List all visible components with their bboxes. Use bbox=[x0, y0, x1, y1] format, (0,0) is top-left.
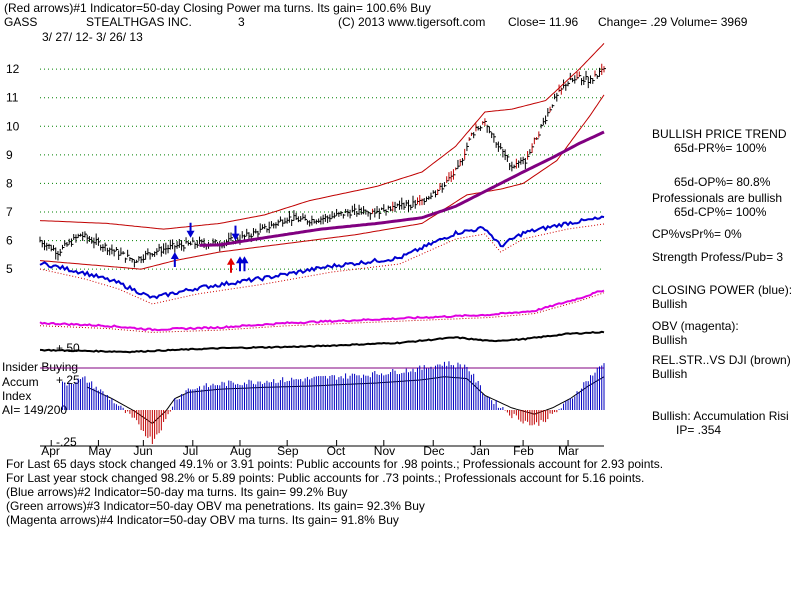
strength-ratio: Strength Profess/Pub= 3 bbox=[652, 250, 784, 264]
date-range: 3/ 27/ 12- 3/ 26/ 13 bbox=[42, 30, 143, 44]
ma50-line bbox=[199, 130, 605, 247]
month-label-apr: Apr bbox=[41, 444, 60, 458]
copyright-text: (C) 2013 www.tigersoft.com bbox=[338, 15, 486, 29]
op-value: 65d-OP%= 80.8% bbox=[674, 175, 771, 189]
chart-number: 3 bbox=[238, 15, 245, 29]
close-value: Close= 11.96 bbox=[508, 15, 579, 29]
change-volume: Change= .29 Volume= 3969 bbox=[598, 15, 748, 29]
y-tick-7: 7 bbox=[6, 205, 13, 219]
month-label-may: May bbox=[88, 444, 111, 458]
rel-status: Bullish bbox=[652, 367, 688, 381]
month-label-oct: Oct bbox=[327, 444, 346, 458]
price-axis: 12 11 10 9 8 7 6 5 bbox=[6, 62, 20, 276]
y-tick-11: 11 bbox=[6, 91, 19, 105]
minus25-label: -.25 bbox=[56, 435, 77, 449]
company-name: STEALTHGAS INC. bbox=[86, 15, 192, 29]
red-up-arrow bbox=[226, 257, 235, 273]
trend-title: BULLISH PRICE TREND bbox=[652, 127, 787, 141]
month-label-mar: Mar bbox=[558, 444, 579, 458]
indicator-lines bbox=[39, 43, 605, 425]
footer-line-1: For Last 65 days stock changed 49.1% or … bbox=[6, 457, 664, 471]
month-label-feb: Feb bbox=[513, 444, 534, 458]
closing-power-line bbox=[39, 215, 605, 300]
index-label: Index bbox=[2, 389, 32, 403]
month-label-nov: Nov bbox=[374, 444, 395, 458]
obv-title: OBV (magenta): bbox=[652, 319, 739, 333]
footer-line-3: (Blue arrows)#2 Indicator=50-day ma turn… bbox=[6, 485, 348, 499]
insider-label: Insider Buying bbox=[2, 360, 79, 374]
accum-title: Bullish: Accumulation Risi bbox=[652, 409, 789, 423]
ticker-symbol: GASS bbox=[4, 15, 38, 29]
month-label-jul: Jul bbox=[183, 444, 198, 458]
price-bars bbox=[39, 63, 606, 268]
indicator-1-text: (Red arrows)#1 Indicator=50-day Closing … bbox=[4, 1, 431, 15]
y-tick-10: 10 bbox=[6, 119, 20, 133]
accum-label: Accum bbox=[2, 375, 39, 389]
footer-line-4: (Green arrows)#3 Indicator=50-day OBV ma… bbox=[6, 499, 425, 513]
accumulation-histogram bbox=[61, 361, 605, 445]
month-label-jan: Jan bbox=[470, 444, 489, 458]
cp-status: Bullish bbox=[652, 297, 688, 311]
cp-percent: 65d-CP%= 100% bbox=[674, 205, 767, 219]
blue-up-arrow bbox=[170, 252, 179, 267]
obv-ma bbox=[40, 292, 605, 333]
month-label-jun: Jun bbox=[133, 444, 152, 458]
blue-down-arrow bbox=[186, 222, 195, 238]
y-tick-6: 6 bbox=[6, 234, 13, 248]
month-label-sep: Sep bbox=[277, 444, 299, 458]
footer-line-2: For Last year stock changed 98.2% or 5.8… bbox=[6, 471, 645, 485]
pr-value: 65d-PR%= 100% bbox=[674, 141, 767, 155]
signal-arrows bbox=[170, 222, 249, 273]
blue-up-arrow bbox=[235, 256, 244, 272]
month-label-aug: Aug bbox=[230, 444, 251, 458]
obv-line bbox=[39, 289, 605, 332]
upper-band-line bbox=[39, 43, 605, 230]
pros-text: Professionals are bullish bbox=[652, 191, 783, 205]
rel-strength-line bbox=[39, 330, 605, 354]
y-tick-9: 9 bbox=[6, 148, 13, 162]
y-tick-8: 8 bbox=[6, 176, 13, 190]
blue-up-arrow bbox=[240, 256, 249, 272]
footer-line-5: (Magenta arrows)#4 Indicator=50-day OBV … bbox=[6, 513, 399, 527]
rel-title: REL.STR..VS DJI (brown) bbox=[652, 353, 791, 367]
ip-value: IP= .354 bbox=[676, 423, 722, 437]
cp-title: CLOSING POWER (blue): bbox=[652, 283, 793, 297]
plus25-label: +.25 bbox=[56, 373, 80, 387]
lower-band-line bbox=[39, 94, 605, 270]
obv-status: Bullish bbox=[652, 333, 688, 347]
blue-down-arrow bbox=[231, 225, 240, 241]
ai-label: AI= 149/200 bbox=[2, 403, 68, 417]
month-label-dec: Dec bbox=[423, 444, 444, 458]
y-tick-12: 12 bbox=[6, 62, 20, 76]
y-tick-5: 5 bbox=[6, 262, 13, 276]
cp-vs-pr: CP%vsPr%= 0% bbox=[652, 227, 742, 241]
month-axis: Apr May Jun Jul Aug Sep Oct Nov Dec Jan Feb Mar bbox=[40, 440, 604, 458]
